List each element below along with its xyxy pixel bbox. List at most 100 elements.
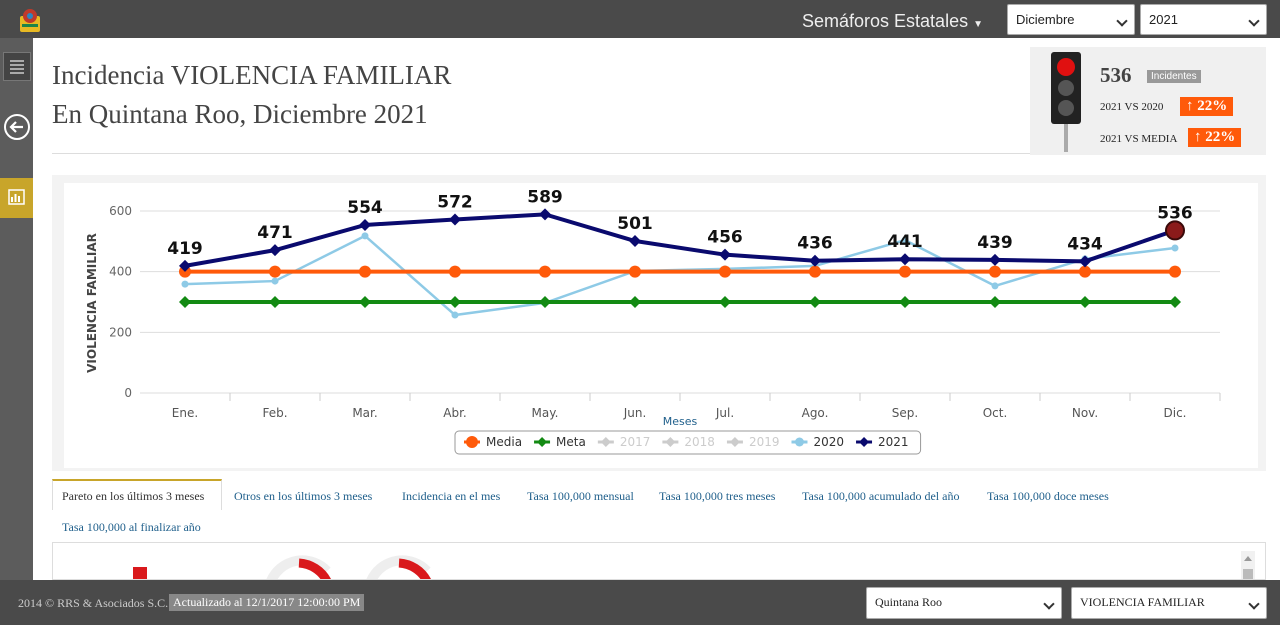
point	[809, 254, 821, 267]
point	[989, 296, 1001, 308]
data-label: 441	[887, 232, 923, 252]
tab[interactable]: Otros en los últimos 3 meses	[234, 489, 373, 503]
data-label: 589	[527, 187, 563, 207]
year-select[interactable]: 2021	[1140, 4, 1267, 35]
legend-label: 2017	[620, 435, 651, 449]
point	[359, 218, 371, 231]
title-line: En Quintana Roo, Diciembre 2021	[52, 99, 428, 129]
x-tick-label: May.	[532, 406, 559, 420]
y-tick-label: 200	[109, 325, 132, 339]
top-bar: Semáforos Estatales ▼ Diciembre 2021	[0, 0, 1280, 38]
point	[899, 253, 911, 266]
tab[interactable]: Pareto en los últimos 3 meses	[62, 489, 205, 503]
data-label: 434	[1067, 234, 1103, 254]
legend-label: 2020	[813, 435, 844, 449]
comparison-label: 2021 VS MEDIA	[1100, 133, 1178, 145]
traffic-light	[1051, 52, 1081, 152]
x-tick-label: Feb.	[262, 406, 287, 420]
footer: 2014 © RRS & Asociados S.C. Actualizado …	[0, 580, 1280, 625]
x-tick-label: Oct.	[983, 406, 1008, 420]
data-label: 572	[437, 192, 473, 212]
sidebar	[0, 38, 33, 580]
legend-label: Media	[486, 435, 522, 449]
point	[269, 265, 281, 278]
y-tick-label: 600	[109, 204, 132, 218]
point	[719, 265, 731, 278]
legend-marker	[794, 437, 804, 447]
month-select[interactable]: Diciembre	[1007, 4, 1135, 35]
x-tick-label: Mar.	[352, 406, 377, 420]
highlight-point	[1165, 220, 1185, 241]
point	[361, 232, 369, 240]
point	[1079, 265, 1091, 278]
y-tick-label: 0	[124, 386, 132, 400]
data-label: 436	[797, 234, 833, 254]
data-label: 536	[1157, 203, 1193, 223]
legend-label: 2018	[684, 435, 715, 449]
point	[989, 265, 1001, 278]
point	[899, 265, 911, 278]
legend-marker	[537, 437, 548, 447]
point	[719, 248, 731, 261]
states-menu[interactable]: Semáforos Estatales ▼	[802, 11, 983, 31]
comparison-change: 22%	[1197, 98, 1228, 114]
chart: VIOLENCIA FAMILIAR Meses 0 200 400 600 Ene. F…	[64, 183, 1258, 468]
point	[629, 296, 641, 308]
tab[interactable]: Tasa 100,000 mensual	[527, 489, 634, 503]
back-button[interactable]	[3, 112, 31, 142]
data-label: 439	[977, 233, 1013, 253]
x-tick-label: Ene.	[172, 406, 198, 420]
legend-label: Meta	[556, 435, 586, 449]
y-tick-label: 400	[109, 265, 132, 279]
x-axis-label: Meses	[663, 415, 698, 428]
point	[1079, 296, 1091, 308]
point	[629, 265, 641, 278]
point	[809, 296, 821, 308]
data-label: 554	[347, 198, 383, 218]
chart-button[interactable]	[0, 178, 33, 218]
point	[989, 253, 1001, 266]
point	[1171, 244, 1179, 252]
point	[181, 280, 189, 288]
point	[269, 296, 281, 308]
point	[271, 277, 279, 285]
indicator-unit: Incidentes	[1147, 70, 1201, 83]
point	[179, 296, 191, 308]
data-label: 419	[167, 239, 203, 259]
tab[interactable]: Incidencia en el mes	[402, 489, 501, 503]
point	[991, 282, 999, 290]
indicator-select[interactable]: VIOLENCIA FAMILIAR	[1071, 587, 1267, 619]
tab[interactable]: Tasa 100,000 doce meses	[987, 489, 1109, 503]
point	[809, 265, 821, 278]
point	[719, 296, 731, 308]
legend-label: 2021	[878, 435, 909, 449]
legend-box	[454, 430, 922, 455]
x-tick-label: Ago.	[802, 406, 829, 420]
x-tick-label: Sep.	[892, 406, 918, 420]
point	[269, 244, 281, 257]
point	[539, 265, 551, 278]
active-tab[interactable]	[52, 479, 222, 510]
point	[179, 259, 191, 272]
title-line: Incidencia VIOLENCIA FAMILIAR	[52, 60, 452, 90]
comparison-change: 22%	[1205, 129, 1236, 145]
comparison-badge: ↑ 22%	[1188, 128, 1242, 147]
x-tick-label: Abr.	[443, 406, 466, 420]
point	[449, 296, 461, 308]
point	[539, 296, 551, 308]
tab-content	[52, 542, 1266, 580]
x-tick-label: Nov.	[1072, 406, 1098, 420]
menu-button[interactable]	[3, 52, 31, 81]
tab[interactable]: Tasa 100,000 al finalizar año	[62, 520, 201, 534]
point	[1169, 265, 1181, 278]
legend-marker	[665, 437, 676, 447]
tab[interactable]: Tasa 100,000 tres meses	[659, 489, 776, 503]
point	[451, 311, 459, 319]
tab-preview	[133, 551, 1255, 579]
point	[359, 265, 371, 278]
state-select[interactable]: Quintana Roo	[866, 587, 1062, 619]
point	[629, 235, 641, 248]
legend-marker	[859, 437, 870, 447]
tab[interactable]: Tasa 100,000 acumulado del año	[802, 489, 960, 503]
